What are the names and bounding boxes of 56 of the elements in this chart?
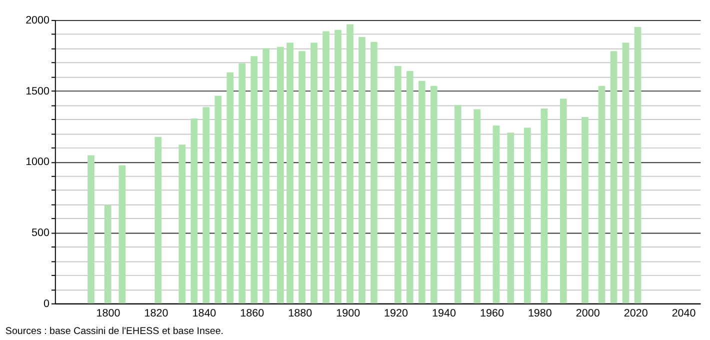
x-tick-label: 1880 (288, 308, 312, 320)
source-note: Sources : base Cassini de l'EHESS et base Insee. (5, 326, 224, 337)
bar (118, 165, 126, 304)
bar (507, 132, 514, 304)
bar (154, 136, 162, 304)
x-tick-label: 2040 (672, 308, 696, 320)
bar (394, 66, 402, 304)
x-tick-label: 2000 (576, 308, 600, 320)
bar (322, 31, 330, 304)
bar (88, 155, 94, 304)
bar (214, 96, 222, 304)
bar (430, 86, 438, 304)
bar (298, 51, 306, 304)
bar (622, 42, 630, 304)
bar (598, 86, 606, 304)
bar (582, 117, 588, 304)
bar (202, 107, 210, 304)
bar (310, 42, 318, 304)
bar (346, 24, 354, 304)
bar (286, 42, 294, 304)
bar (540, 108, 548, 304)
x-tick-label: 1820 (144, 308, 168, 320)
x-tick-label: 1980 (528, 308, 552, 320)
bar (454, 104, 462, 304)
y-tick-label: 2000 (26, 14, 50, 26)
bar (262, 48, 270, 304)
bar (334, 30, 342, 304)
y-tick-label: 0 (44, 298, 50, 310)
bar (238, 63, 246, 304)
y-tick-label: 500 (32, 226, 50, 239)
bar (226, 72, 234, 304)
bar (250, 56, 258, 304)
x-tick-label: 1860 (240, 308, 264, 320)
bar (104, 204, 112, 304)
bar (524, 128, 531, 304)
x-tick-label: 1900 (336, 308, 360, 320)
bar (277, 46, 284, 304)
bar (492, 126, 500, 304)
x-tick-label: 1960 (480, 308, 504, 320)
bar (178, 144, 186, 304)
x-tick-label: 1840 (192, 308, 216, 320)
bar (418, 80, 426, 304)
bar (190, 118, 198, 304)
x-tick-label: 1920 (384, 308, 408, 320)
bar (406, 70, 414, 304)
bar (634, 27, 642, 304)
x-tick-label: 1940 (432, 308, 456, 320)
x-tick-label: 1800 (96, 308, 120, 320)
y-tick-label: 1000 (26, 156, 50, 168)
bar (610, 51, 618, 304)
bar (370, 42, 378, 304)
bar (358, 36, 366, 304)
x-tick-label: 2020 (624, 308, 648, 320)
bar (474, 109, 481, 304)
y-tick-label: 1500 (26, 85, 50, 98)
bar (560, 98, 567, 304)
